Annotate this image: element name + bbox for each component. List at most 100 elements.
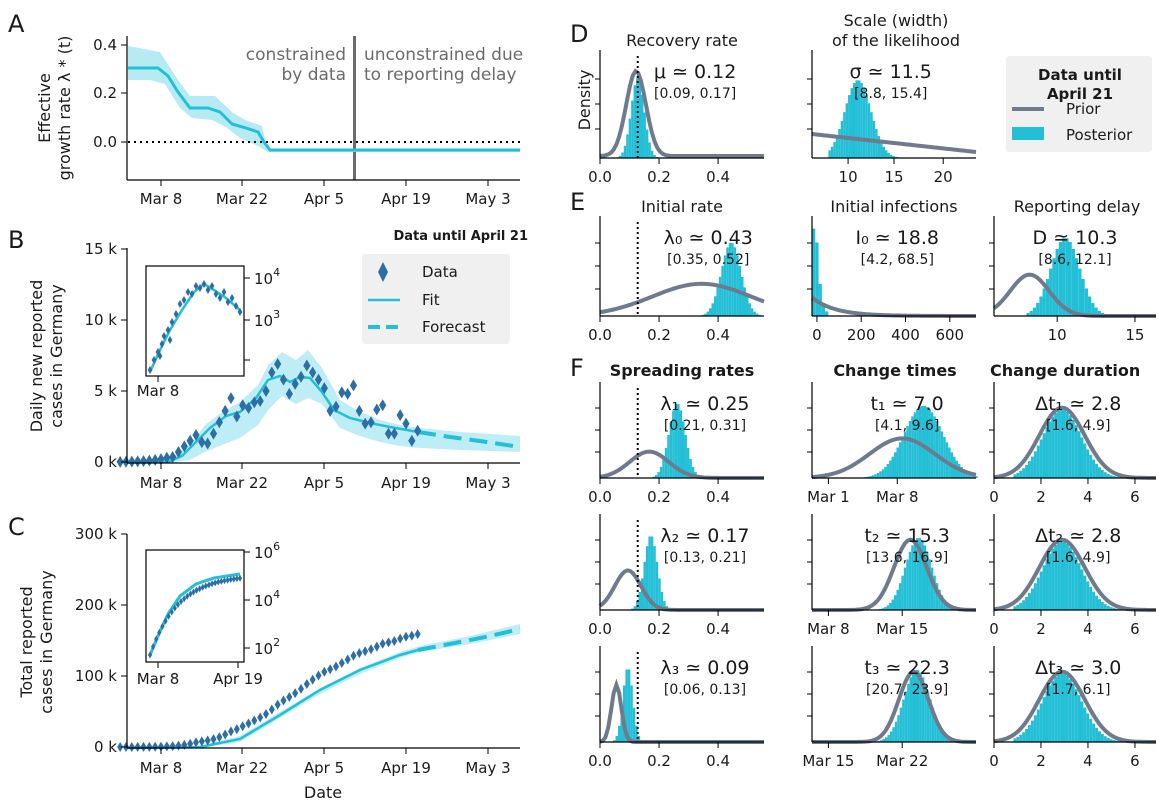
posterior-bar — [930, 567, 934, 610]
inset-data-point — [169, 318, 175, 326]
posterior-bar — [1089, 586, 1093, 610]
posterior-bar — [1109, 607, 1113, 610]
posterior-bar — [633, 85, 637, 158]
inset-data-point — [197, 284, 203, 292]
posterior-bar — [1042, 565, 1046, 610]
total-data-point — [327, 664, 334, 675]
total-data-point — [309, 674, 316, 685]
total-data-point — [245, 718, 252, 729]
daily-data-point — [408, 434, 416, 447]
daily-data-point — [303, 359, 311, 372]
daily-data-point — [227, 392, 235, 405]
prior-curve — [810, 295, 977, 318]
posterior-estimate: I₀ ≃ 18.8 — [856, 227, 940, 249]
posterior-bar — [933, 416, 936, 478]
posterior-bar — [1098, 467, 1101, 478]
posterior-bar — [1109, 475, 1113, 478]
posterior-bar — [1016, 604, 1020, 610]
posterior-bar — [1112, 740, 1116, 742]
density-label: Density — [575, 70, 594, 131]
posterior-estimate: Δt₃ ≃ 3.0 — [1035, 657, 1121, 679]
inset-total-point — [231, 575, 236, 583]
total-data-point — [193, 737, 199, 748]
daily-data-point — [355, 404, 363, 417]
inset-data-point — [165, 326, 171, 334]
posterior-bar — [648, 142, 651, 158]
posterior-bar — [641, 94, 644, 158]
posterior-bar — [682, 421, 685, 478]
panel-b-inset: 104 103 Mar 8 — [137, 265, 280, 400]
posterior-bar — [721, 265, 724, 316]
posterior-bar — [672, 410, 675, 478]
x-tick-label: Mar 8 — [140, 759, 183, 777]
prior-curve — [993, 537, 1157, 612]
inset-total-point — [197, 585, 202, 593]
posterior-panel-rate-1: 0.0 0.2 0.4 λ₁ ≃ 0.25 [0.21, 0.31] — [588, 382, 764, 506]
x-tick-label: Mar 22 — [876, 752, 928, 770]
posterior-bar — [1065, 411, 1069, 478]
total-data-point — [181, 739, 188, 750]
total-data-markers — [117, 629, 421, 752]
daily-data-point — [373, 403, 381, 416]
x-tick-label: May 3 — [465, 759, 510, 777]
posterior-bar — [1033, 715, 1037, 742]
posterior-bar — [918, 538, 922, 610]
posterior-bar — [709, 308, 712, 316]
title-initial-infections: Initial infections — [830, 197, 957, 216]
posterior-bar — [1022, 468, 1026, 478]
prior-curve — [599, 68, 764, 158]
posterior-bar — [894, 595, 897, 610]
posterior-panel-dur-1: 0 2 4 6 Δt₁ ≃ 2.8 [1.6, 4.9] — [989, 382, 1157, 506]
daily-data-point — [233, 410, 241, 423]
posterior-bar — [818, 283, 822, 316]
inset-total-point — [200, 583, 205, 591]
daily-data-point — [174, 446, 183, 459]
panel-c-ylabel-line2: cases in Germany — [37, 570, 56, 713]
posterior-bar — [620, 707, 623, 742]
y-tick-label: 200 k — [75, 596, 117, 614]
posterior-estimate: D ≃ 10.3 — [1033, 227, 1118, 249]
inset-data-point — [167, 336, 173, 344]
x-tick-label: Mar 8 — [876, 488, 919, 506]
posterior-bar — [1103, 736, 1107, 742]
total-data-point — [280, 695, 287, 706]
x-tick-label: 0 — [989, 488, 999, 506]
posterior-bar — [637, 736, 641, 742]
posterior-estimate: Δt₁ ≃ 2.8 — [1035, 393, 1121, 415]
total-data-point — [292, 688, 299, 699]
inset-total-point — [234, 575, 239, 583]
posterior-bar — [925, 551, 929, 610]
posterior-bar — [916, 538, 919, 610]
panel-c-inset: 106 104 102 Mar 8 Apr 19 — [137, 540, 280, 688]
posterior-bar — [733, 247, 737, 316]
posterior-bar — [889, 154, 893, 158]
prior-curve — [993, 405, 1157, 480]
daily-data-point — [332, 400, 340, 413]
posterior-bar — [828, 150, 831, 158]
x-tick-label: Mar 15 — [802, 752, 854, 770]
y-tick-label: 0 k — [94, 453, 117, 471]
inset-total-point — [166, 612, 171, 620]
daily-data-point — [198, 436, 206, 449]
annotation-unconstrained-line1: unconstrained due — [364, 45, 523, 65]
panel-letter-e: E — [570, 188, 585, 216]
inset-x-tick: Apr 19 — [213, 670, 263, 688]
posterior-bar — [745, 296, 749, 316]
inset-x-tick: Mar 8 — [137, 382, 180, 400]
x-tick-label: 10 — [1048, 326, 1067, 344]
y-tick-label: 0.0 — [93, 133, 117, 151]
posterior-bar — [930, 412, 934, 478]
posterior-bar — [1025, 597, 1029, 610]
posterior-bar — [866, 476, 870, 478]
posterior-bar — [1065, 238, 1069, 316]
posterior-bar — [631, 608, 634, 610]
prior-curve — [598, 568, 764, 612]
prior-curve — [599, 281, 765, 315]
posterior-bar — [1025, 729, 1029, 742]
inset-total-point — [182, 595, 187, 603]
posterior-bar — [1092, 459, 1096, 478]
posterior-bar — [1084, 288, 1088, 316]
prior-curve — [811, 132, 977, 154]
posterior-bar — [628, 118, 632, 158]
total-data-point — [408, 630, 415, 641]
